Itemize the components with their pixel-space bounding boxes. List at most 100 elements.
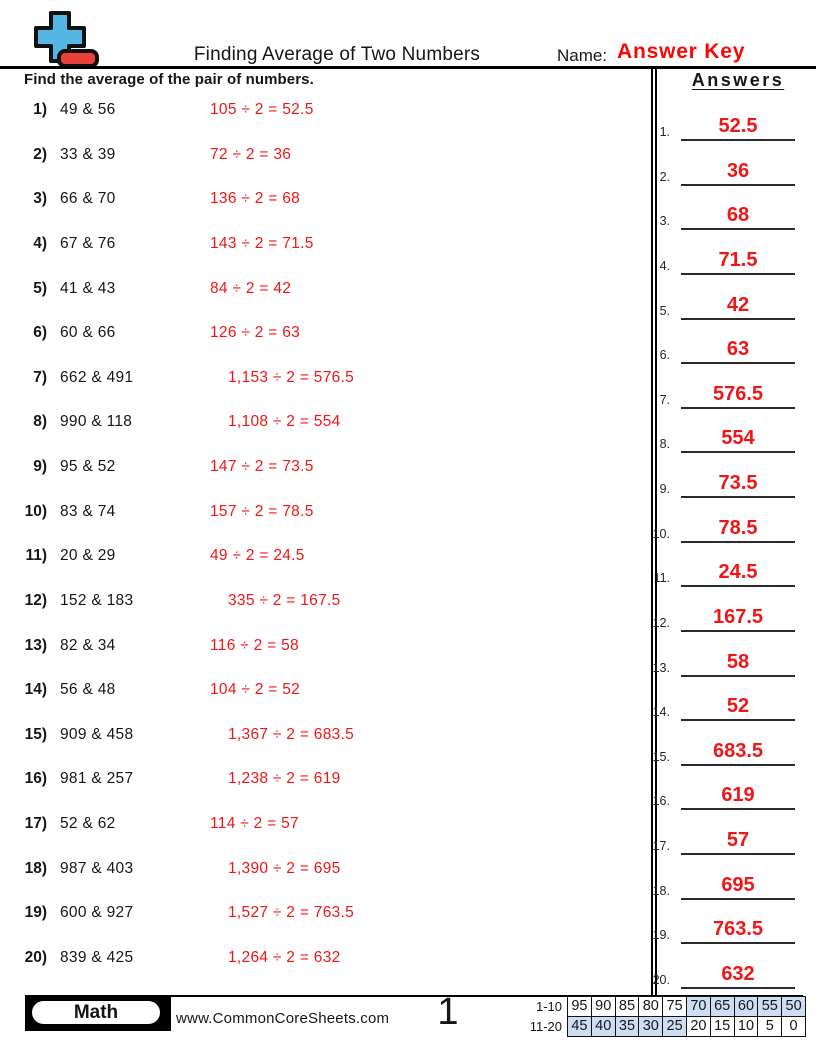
answer-blank-line	[681, 763, 795, 766]
answer-number: 15.	[652, 749, 670, 764]
answer-blank-line	[681, 585, 795, 588]
problem-work: 84 ÷ 2 = 42	[210, 279, 292, 297]
answer-blank-line	[681, 897, 795, 900]
answer-number: 10.	[652, 526, 670, 541]
score-cell: 50	[781, 996, 806, 1017]
answer-value: 695	[721, 873, 755, 896]
answer-number: 20.	[652, 972, 670, 987]
answer-value: 167.5	[712, 605, 764, 628]
problem-number: 10)	[24, 502, 47, 520]
answer-value: 576.5	[712, 382, 764, 405]
problem-work: 116 ÷ 2 = 58	[210, 636, 299, 654]
problem-work: 335 ÷ 2 = 167.5	[228, 591, 341, 609]
website-text: www.CommonCoreSheets.com	[176, 1010, 390, 1027]
answer-value: 68	[726, 204, 750, 227]
problem-number: 5)	[33, 279, 47, 297]
problem-number: 16)	[24, 770, 47, 788]
problem-row: 1) 49 & 56 105 ÷ 2 = 52.5	[0, 101, 648, 146]
header-divider	[0, 66, 816, 69]
worksheet-title: Finding Average of Two Numbers	[193, 44, 481, 65]
answer-item: 11. 24.5	[640, 559, 816, 604]
problem-number: 15)	[24, 725, 47, 743]
problem-pair: 33 & 39	[60, 145, 116, 163]
answer-item: 18. 695	[640, 872, 816, 917]
problem-pair: 20 & 29	[60, 547, 116, 565]
problem-number: 14)	[24, 681, 47, 699]
problem-number: 8)	[33, 413, 47, 431]
answer-blank-line	[681, 942, 795, 945]
answer-number: 13.	[652, 660, 670, 675]
answer-item: 4. 71.5	[640, 247, 816, 292]
problem-pair: 987 & 403	[60, 859, 134, 877]
answer-item: 20. 632	[640, 961, 816, 1006]
problem-row: 4) 67 & 76 143 ÷ 2 = 71.5	[0, 235, 648, 280]
answer-number: 9.	[659, 482, 670, 496]
score-cell: 70	[685, 996, 711, 1017]
score-cell: 15	[709, 1016, 735, 1037]
answer-value: 24.5	[718, 561, 758, 584]
answer-blank-line	[681, 853, 795, 855]
problem-number: 4)	[33, 234, 47, 252]
problem-work: 1,153 ÷ 2 = 576.5	[228, 368, 355, 386]
score-cell: 80	[638, 996, 664, 1017]
answer-blank-line	[681, 139, 795, 141]
score-cell: 25	[662, 1016, 687, 1037]
answer-item: 19. 763.5	[640, 916, 816, 961]
problem-pair: 41 & 43	[60, 279, 116, 297]
answer-number: 4.	[659, 258, 670, 273]
problem-pair: 839 & 425	[60, 948, 134, 966]
problem-pair: 662 & 491	[60, 368, 134, 386]
problem-pair: 83 & 74	[60, 502, 116, 520]
problem-row: 20) 839 & 425 1,264 ÷ 2 = 632	[0, 949, 648, 994]
answer-blank-line	[681, 674, 795, 677]
problem-number: 2)	[33, 145, 47, 163]
answer-value: 42	[726, 293, 750, 316]
answer-blank-line	[681, 317, 795, 320]
problem-pair: 909 & 458	[60, 725, 134, 743]
answer-blank-line	[681, 272, 795, 275]
answer-item: 17. 57	[640, 827, 816, 872]
score-cell: 10	[733, 1016, 759, 1037]
problem-row: 18) 987 & 403 1,390 ÷ 2 = 695	[0, 860, 648, 905]
answer-item: 14. 52	[640, 693, 816, 738]
answer-item: 9. 73.5	[640, 470, 816, 515]
problem-row: 2) 33 & 39 72 ÷ 2 = 36	[0, 146, 648, 191]
problem-number: 3)	[33, 190, 47, 208]
score-cell: 65	[709, 996, 735, 1017]
problem-number: 1)	[33, 101, 47, 118]
problem-pair: 95 & 52	[60, 458, 116, 475]
answer-item: 12. 167.5	[640, 604, 816, 649]
problem-row: 17) 52 & 62 114 ÷ 2 = 57	[0, 815, 648, 860]
score-cell: 90	[590, 996, 616, 1017]
score-cell: 40	[590, 1016, 616, 1037]
problem-pair: 52 & 62	[60, 815, 116, 832]
answer-item: 3. 68	[640, 202, 816, 247]
problem-pair: 67 & 76	[60, 234, 116, 252]
answer-number: 17.	[652, 839, 670, 853]
answer-blank-line	[681, 986, 795, 989]
answers-heading: Answers	[691, 70, 785, 90]
instruction-text: Find the average of the pair of numbers.	[24, 71, 314, 88]
answer-number: 5.	[659, 303, 670, 318]
answer-blank-line	[681, 719, 795, 722]
problem-work: 1,367 ÷ 2 = 683.5	[228, 725, 355, 743]
problem-number: 18)	[24, 859, 47, 877]
answer-number: 3.	[659, 214, 670, 229]
problem-pair: 152 & 183	[60, 591, 134, 609]
answer-item: 7. 576.5	[640, 381, 816, 426]
answer-number: 1.	[659, 125, 670, 139]
answer-number: 19.	[652, 928, 670, 943]
problem-row: 6) 60 & 66 126 ÷ 2 = 63	[0, 324, 648, 369]
answer-key-text: Answer Key	[617, 40, 746, 63]
answer-value: 71.5	[718, 248, 758, 271]
answer-value: 763.5	[712, 918, 764, 941]
answer-value: 36	[726, 159, 750, 182]
problem-row: 14) 56 & 48 104 ÷ 2 = 52	[0, 681, 648, 726]
answer-item: 2. 36	[640, 158, 816, 203]
answer-number: 16.	[652, 794, 670, 809]
problem-work: 136 ÷ 2 = 68	[210, 190, 301, 208]
footer-divider	[25, 995, 803, 997]
answer-value: 632	[721, 962, 755, 985]
problem-row: 12) 152 & 183 335 ÷ 2 = 167.5	[0, 592, 648, 637]
answer-number: 18.	[652, 883, 670, 898]
